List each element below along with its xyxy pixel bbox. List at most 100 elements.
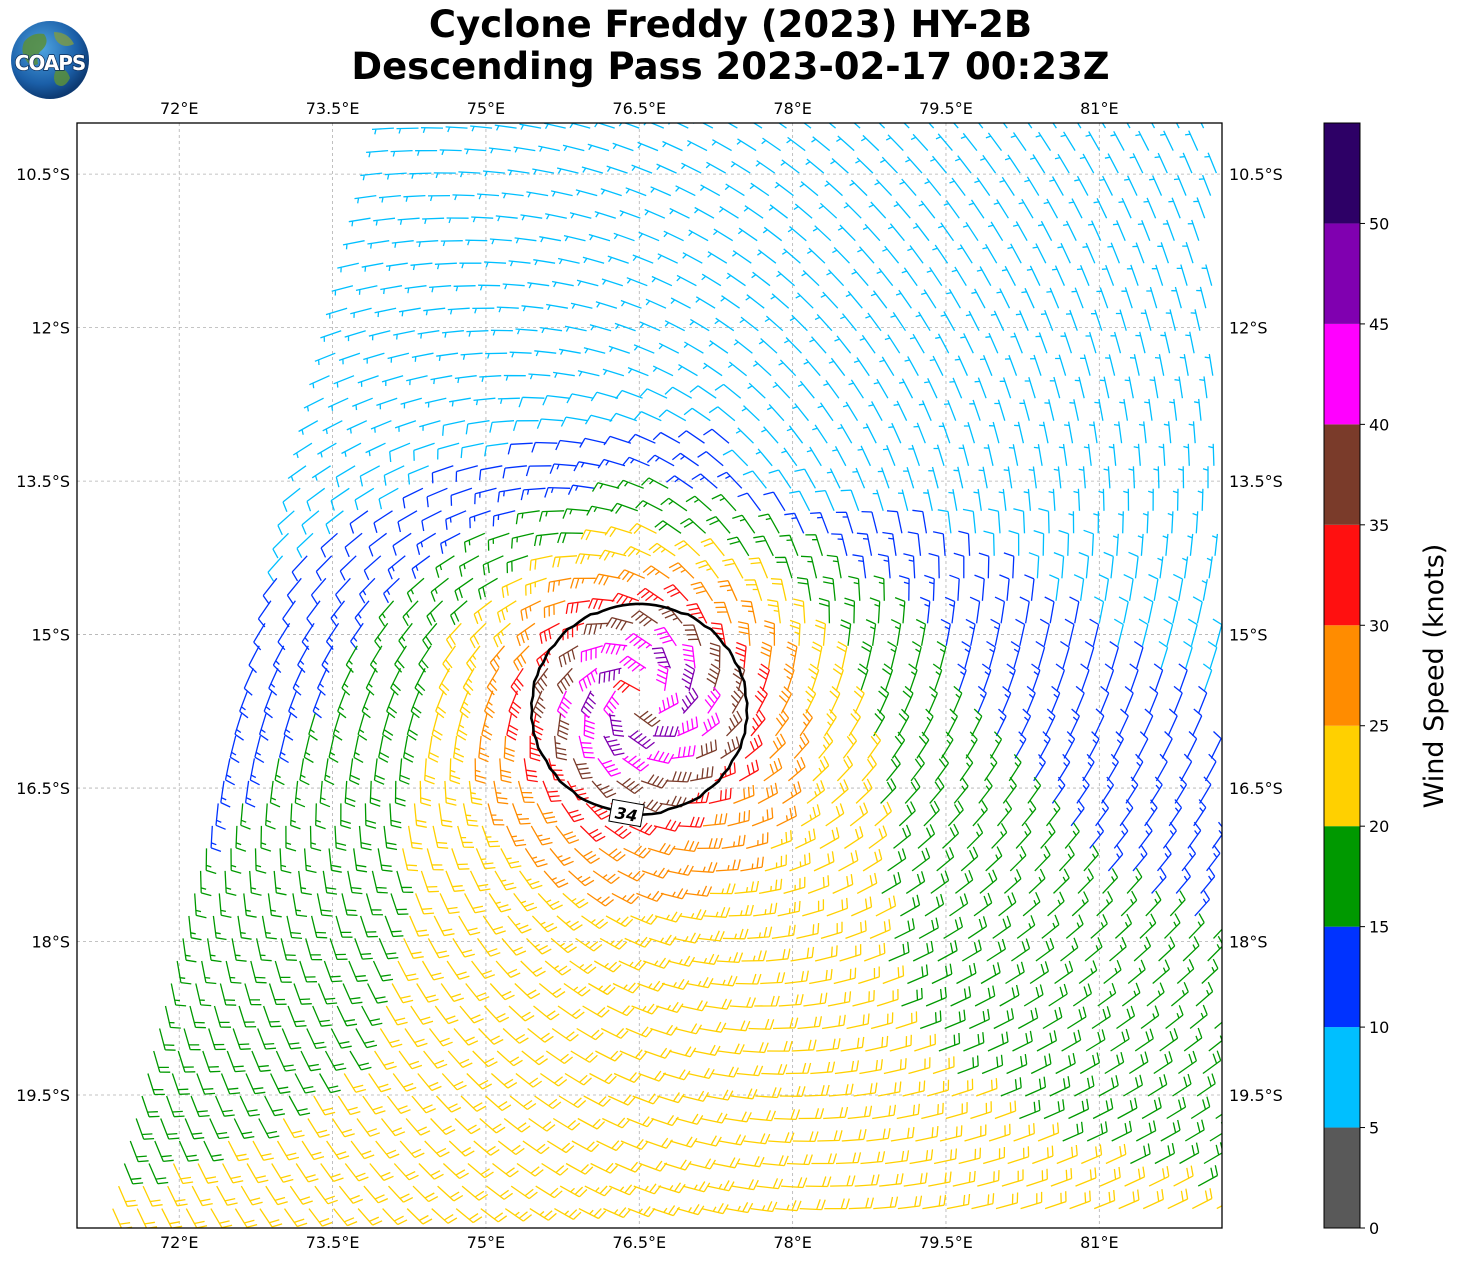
wind-barb [1168,197,1181,219]
wind-barb [1097,982,1117,1007]
wind-barb [344,330,366,342]
wind-barb [1140,1005,1160,1030]
wind-barb [378,938,399,960]
wind-barb [398,758,411,785]
wind-barb [501,577,523,598]
wind-barb [1070,799,1085,827]
wind-barb [531,915,558,933]
wind-barb [298,420,319,435]
wind-barb [288,690,298,719]
wind-barb [458,555,480,577]
wind-barb [441,1073,467,1091]
wind-barb [924,574,935,601]
wind-barb [1079,153,1095,174]
wind-barb [203,1140,224,1162]
wind-barb [234,713,244,741]
wind-barb [713,601,732,624]
wind-barb [460,1095,487,1112]
wind-barb [795,828,816,849]
wind-barb [1103,466,1111,489]
wind-barb [340,803,351,830]
wind-barb [1133,936,1152,962]
wind-barb [1089,822,1105,849]
wind-barb [559,1185,588,1198]
wind-barb [714,762,736,782]
wind-barb [859,1059,883,1075]
wind-barb [1200,123,1205,129]
wind-barb [538,145,560,152]
wind-barb [388,1185,414,1203]
wind-barb [629,822,657,836]
wind-barb [839,944,862,962]
wind-barb [403,194,426,202]
wind-barb [1187,219,1200,241]
wind-barb [961,939,982,962]
wind-barb [1075,685,1085,714]
wind-barb [118,1185,138,1207]
wind-barb [779,534,799,557]
wind-barb [517,780,535,804]
colorbar-label: Wind Speed (knots) [1419,544,1450,809]
wind-barb [760,641,773,669]
wind-barb [742,1042,769,1054]
wind-barb [355,285,378,295]
wind-barb [526,937,552,955]
wind-barb [886,510,903,534]
wind-barb [234,1208,258,1228]
wind-barb [784,970,809,985]
wind-barb [614,1161,643,1173]
wind-barb [373,217,396,226]
wind-barb [994,1100,1017,1120]
wind-barb [209,1118,230,1140]
wind-barb [672,840,700,853]
wind-barb [903,553,916,579]
wind-barb [835,511,854,534]
wind-barb [732,514,756,534]
lat-tick-label-left: 16.5°S [16,779,70,798]
wind-barb [267,893,282,918]
wind-barb [619,1049,648,1061]
wind-barb [735,973,762,985]
wind-barb [1062,220,1077,241]
wind-barb [1006,663,1016,692]
wind-barb [781,1177,808,1189]
wind-barb [165,1095,185,1118]
wind-barb [988,421,1000,444]
wind-barb [539,236,562,243]
wind-barb [454,1118,481,1135]
wind-barb [792,1131,819,1143]
wind-barb [485,1095,512,1112]
wind-barb [662,1069,691,1081]
wind-barb [1170,982,1189,1007]
wind-barb [940,618,951,646]
wind-barb [1114,913,1133,939]
wind-barb [952,123,959,129]
colorbar-segment [1324,123,1360,224]
wind-barb [957,244,973,264]
wind-barb [440,240,463,247]
wind-barb [452,194,475,201]
wind-barb [642,565,670,579]
wind-barb [447,1050,473,1068]
wind-barb [445,870,465,892]
wind-barb [942,823,960,849]
wind-barb [832,874,854,894]
wind-barb [908,1057,931,1075]
wind-barb [681,162,702,174]
wind-barb [711,493,737,512]
wind-barb [390,893,409,915]
wind-barb [352,397,373,411]
wind-barb [1093,596,1105,624]
wind-barb [606,165,628,174]
wind-barb [784,512,805,534]
colorbar-segment [1324,926,1360,1028]
wind-barb [857,246,875,264]
wind-barb [1197,488,1204,511]
wind-barb [711,975,738,987]
wind-barb [398,307,421,317]
wind-barb [860,1151,886,1165]
wind-barb [331,285,354,296]
wind-barb [778,359,797,377]
wind-barb [1124,1166,1146,1187]
